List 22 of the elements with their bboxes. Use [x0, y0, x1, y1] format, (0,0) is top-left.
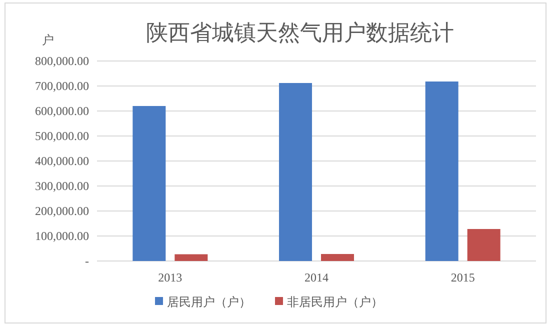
x-tick-label: 2015	[450, 270, 475, 285]
x-tick-label: 2014	[304, 270, 328, 285]
legend-label: 居民用户（户）	[167, 295, 251, 309]
bar	[467, 229, 500, 261]
y-tick-label: 300,000.00	[35, 178, 89, 193]
y-tick-label: 200,000.00	[35, 204, 89, 218]
bar	[279, 83, 312, 261]
y-tick-label: 400,000.00	[35, 154, 89, 168]
bar	[425, 82, 458, 261]
x-tick-label: 2013	[158, 270, 182, 285]
bar	[132, 106, 166, 261]
y-tick-label: 100,000.00	[35, 228, 89, 243]
chart-title: 陕西省城镇天然气用户数据统计	[146, 21, 454, 46]
legend-label: 非居民用户（户）	[287, 295, 383, 309]
bar	[321, 254, 354, 261]
y-tick-label: 600,000.00	[35, 104, 89, 118]
y-tick-label: -	[85, 254, 89, 268]
y-tick-label: 700,000.00	[35, 78, 89, 93]
y-tick-label: 500,000.00	[35, 128, 89, 143]
y-tick-label: 800,000.00	[35, 54, 89, 68]
bar	[174, 254, 208, 261]
y-axis-title: 户	[42, 33, 54, 47]
